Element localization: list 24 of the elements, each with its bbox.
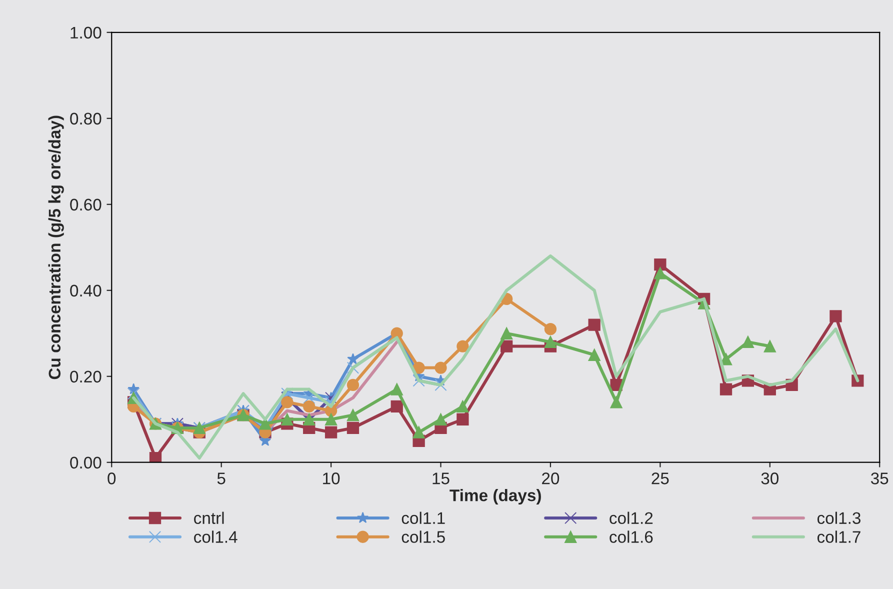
- y-tick-label: 0.20: [70, 370, 102, 383]
- x-tick-label: 0: [108, 472, 116, 484]
- y-tick-label: 0.40: [70, 284, 102, 297]
- legend-label: col1.5: [402, 530, 445, 543]
- x-axis-title: Time (days): [450, 489, 541, 505]
- legend-label: col1.7: [817, 530, 860, 543]
- x-tick-label: 35: [870, 472, 888, 484]
- x-tick-label: 20: [542, 472, 560, 484]
- x-tick-label: 10: [323, 472, 340, 484]
- legend-label: col1.2: [610, 512, 653, 524]
- y-tick-label: 0.00: [70, 456, 102, 469]
- x-tick-label: 5: [217, 472, 226, 484]
- x-tick-label: 25: [652, 472, 669, 484]
- legend-label: col1.6: [610, 530, 653, 543]
- y-tick-label: 0.60: [70, 198, 102, 211]
- x-tick-label: 15: [432, 472, 450, 484]
- legend-label: col1.3: [817, 512, 860, 524]
- y-tick-label: 1.00: [70, 26, 102, 39]
- y-axis-title: Cu concentration (g/5 kg ore/day): [48, 116, 64, 380]
- legend-label: col1.4: [194, 530, 238, 543]
- legend-label: col1.1: [402, 512, 445, 524]
- y-tick-label: 0.80: [70, 112, 102, 125]
- legend-label: cntrl: [194, 512, 224, 524]
- x-tick-label: 30: [761, 472, 779, 484]
